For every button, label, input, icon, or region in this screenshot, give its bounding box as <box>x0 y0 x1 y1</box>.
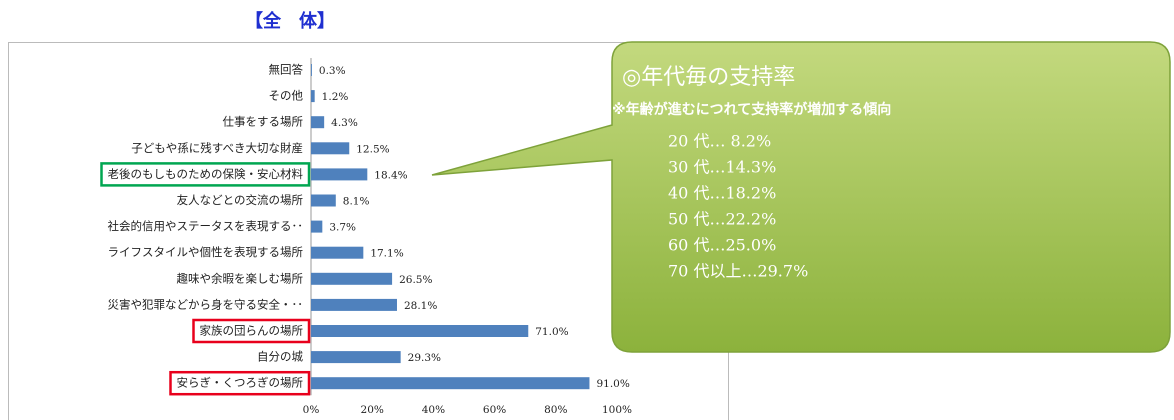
y-tick-label: 無回答 <box>269 63 304 77</box>
bar <box>311 194 336 207</box>
value-label: 28.1% <box>404 300 437 312</box>
y-tick-label: 老後のもしものための保険・安心材料 <box>108 167 304 181</box>
value-label: 4.3% <box>331 117 358 129</box>
highlight-box <box>100 162 311 187</box>
x-tick-label: 60% <box>483 404 506 416</box>
callout <box>431 41 1171 353</box>
value-label: 12.5% <box>356 143 389 155</box>
bar <box>311 90 315 103</box>
y-tick-label: その他 <box>269 89 304 103</box>
callout-note: ※年齢が進むにつれて支持率が増加する傾向 <box>612 101 891 118</box>
y-tick-label: 子どもや孫に残すべき大切な財産 <box>131 141 303 155</box>
y-tick-label: 安らぎ・くつろぎの場所 <box>177 376 304 390</box>
bar <box>311 220 323 233</box>
y-tick-label: ライフスタイルや個性を表現する場所 <box>108 245 304 259</box>
y-tick-label: 社会的信用やステータスを表現する･･ <box>108 219 304 233</box>
callout-line: 30 代…14.3% <box>668 158 776 177</box>
value-label: 29.3% <box>408 352 441 364</box>
value-label: 18.4% <box>374 169 407 181</box>
y-tick-label: 自分の城 <box>257 350 303 364</box>
x-tick-label: 40% <box>422 404 445 416</box>
bar <box>311 325 529 337</box>
value-label: 17.1% <box>370 248 403 260</box>
chart-title: 【全 体】 <box>245 10 335 32</box>
value-label: 1.2% <box>322 91 349 103</box>
callout-line: 50 代…22.2% <box>668 210 776 229</box>
bar <box>311 377 590 390</box>
callout-line: 40 代…18.2% <box>668 184 776 203</box>
bar <box>311 64 312 76</box>
value-label: 8.1% <box>343 196 370 208</box>
callout-line: 60 代…25.0% <box>668 236 776 255</box>
bar <box>311 168 368 181</box>
y-tick-label: 友人などとの交流の場所 <box>177 193 304 207</box>
x-tick-label: 20% <box>361 404 384 416</box>
y-tick-label: 災害や犯罪などから身を守る安全・･･ <box>108 297 304 311</box>
value-label: 3.7% <box>329 222 356 234</box>
bar <box>311 272 393 285</box>
bar <box>311 142 350 155</box>
x-tick-label: 100% <box>602 404 632 416</box>
callout-line: 70 代以上…29.7% <box>668 262 808 281</box>
x-tick-label: 0% <box>303 404 320 416</box>
x-tick-label: 80% <box>544 404 567 416</box>
bar <box>311 298 397 311</box>
bar <box>311 246 364 259</box>
value-label: 71.0% <box>535 326 568 338</box>
value-label: 26.5% <box>399 274 432 286</box>
callout-heading: ◎年代毎の支持率 <box>622 65 795 90</box>
bar <box>311 116 325 129</box>
highlight-box <box>169 370 311 396</box>
y-tick-label: 家族の団らんの場所 <box>200 324 304 338</box>
value-label: 0.3% <box>319 65 346 77</box>
callout-line: 20 代… 8.2% <box>668 132 771 151</box>
y-tick-label: 仕事をする場所 <box>223 115 304 129</box>
value-label: 91.0% <box>596 378 629 390</box>
highlight-box <box>192 318 311 344</box>
bar <box>311 351 401 364</box>
y-tick-label: 趣味や余暇を楽しむ場所 <box>177 271 304 285</box>
